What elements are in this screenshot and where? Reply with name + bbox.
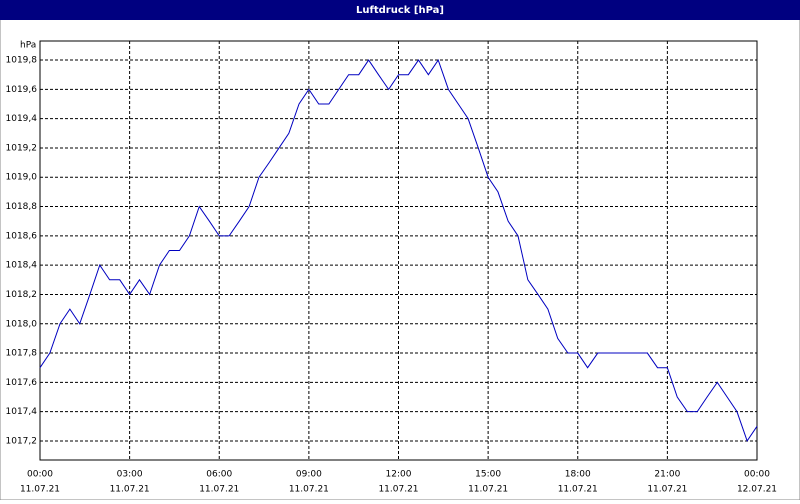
x-tick-label: 00:00: [744, 470, 770, 480]
y-tick-label: 1019,6: [6, 85, 38, 95]
y-tick-label: 1018,4: [6, 261, 38, 271]
x-tick-label: 00:00: [27, 470, 53, 480]
y-unit: hPa: [20, 41, 36, 51]
y-tick-label: 1018,2: [6, 290, 38, 300]
y-tick-label: 1017,8: [6, 349, 38, 359]
x-tick-label: 09:00: [296, 470, 322, 480]
x-tick-label: 15:00: [475, 470, 501, 480]
y-tick-label: 1019,4: [6, 114, 38, 124]
plot-area: [39, 40, 758, 461]
x-tick-date: 11.07.21: [20, 485, 60, 495]
x-tick-date: 11.07.21: [558, 485, 598, 495]
x-tick-label: 18:00: [565, 470, 591, 480]
y-tick-label: 1019,8: [6, 56, 38, 66]
x-tick-date: 11.07.21: [468, 485, 508, 495]
x-tick-date: 11.07.21: [647, 485, 687, 495]
y-tick-label: 1017,6: [6, 378, 38, 388]
chart-title: Luftdruck [hPa]: [356, 5, 444, 16]
y-tick-label: 1017,2: [6, 436, 38, 446]
x-tick-label: 21:00: [654, 470, 680, 480]
x-tick-date: 11.07.21: [378, 485, 418, 495]
title-bar: [0, 0, 800, 20]
y-tick-label: 1019,2: [6, 143, 38, 153]
x-tick-label: 12:00: [386, 470, 412, 480]
y-tick-label: 1019,0: [6, 173, 38, 183]
x-tick-date: 11.07.21: [110, 485, 150, 495]
y-tick-label: 1017,4: [6, 407, 38, 417]
x-tick-date: 12.07.21: [737, 485, 777, 495]
x-tick-label: 03:00: [117, 470, 143, 480]
x-tick-label: 06:00: [206, 470, 232, 480]
y-tick-label: 1018,0: [6, 319, 38, 329]
x-tick-date: 11.07.21: [289, 485, 329, 495]
y-tick-label: 1018,6: [6, 231, 38, 241]
y-tick-label: 1018,8: [6, 202, 38, 212]
line-series: [39, 58, 758, 443]
x-tick-date: 11.07.21: [199, 485, 239, 495]
